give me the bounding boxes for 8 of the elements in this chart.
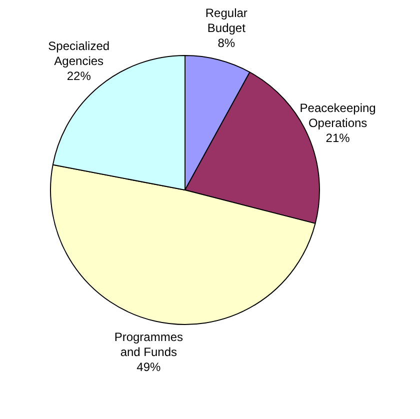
slice-label: Peacekeeping Operations [300,101,376,130]
slice-label: Programmes and Funds [114,330,184,359]
data-label: 49% [136,360,162,374]
data-label: 22% [66,69,92,84]
data-label: 21% [326,131,350,146]
slice-label: Specialized Agencies [48,39,110,68]
slice-label: Regular Budget [205,6,248,36]
data-label: 8% [218,36,236,50]
